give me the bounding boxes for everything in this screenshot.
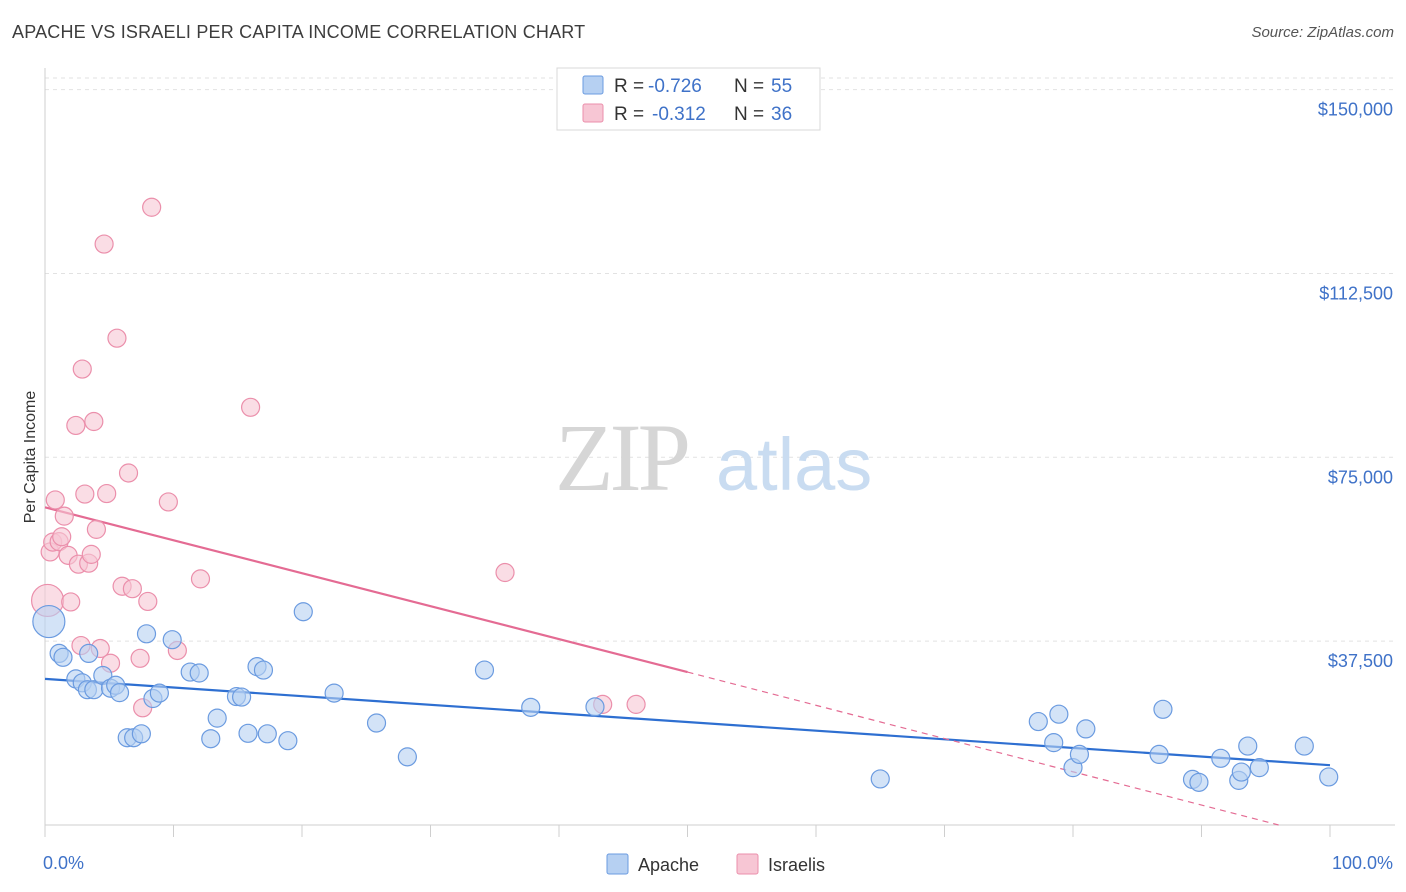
- point-apache: [1149, 744, 1169, 765]
- bottom-legend-israelis: Israelis: [768, 855, 825, 875]
- point-apache: [1049, 704, 1069, 724]
- grid-lines: [45, 77, 1395, 642]
- point-israelis: [86, 519, 107, 539]
- point-israelis: [190, 569, 211, 589]
- y-tick-label: $150,000: [1318, 100, 1393, 120]
- point-apache: [53, 647, 73, 667]
- point-apache: [189, 663, 209, 683]
- bottom-legend-apache: Apache: [638, 855, 699, 875]
- x-tick-label-end: 100.0%: [1332, 853, 1393, 873]
- point-apache: [324, 683, 344, 703]
- point-apache: [109, 683, 130, 703]
- watermark: ZIP atlas: [555, 404, 872, 511]
- point-apache: [79, 643, 99, 664]
- legend-box: R = -0.726 N = 55 R = -0.312 N = 36: [556, 67, 821, 131]
- bottom-legend-swatch-apache: [606, 853, 629, 875]
- data-points: [30, 197, 1339, 792]
- point-apache: [162, 630, 182, 650]
- legend-israelis-r-value: -0.312: [652, 104, 706, 125]
- point-apache: [585, 697, 605, 717]
- y-axis-title: Per Capita Income: [22, 391, 39, 524]
- point-apache: [1028, 711, 1048, 732]
- point-apache: [232, 687, 252, 707]
- point-israelis: [66, 415, 86, 436]
- point-apache: [257, 724, 277, 744]
- bottom-legend-swatch-israelis: [736, 853, 759, 875]
- point-apache: [149, 683, 169, 703]
- point-apache: [521, 697, 541, 717]
- y-tick-label: $37,500: [1328, 651, 1393, 671]
- point-apache: [253, 660, 274, 680]
- point-israelis: [81, 544, 101, 564]
- legend-apache-r-label: R =: [614, 76, 644, 97]
- point-apache: [1153, 699, 1173, 719]
- point-israelis: [241, 397, 261, 417]
- trend-line-apache: [44, 677, 1331, 767]
- point-apache: [1294, 736, 1314, 756]
- point-israelis: [107, 328, 127, 348]
- point-israelis: [158, 492, 178, 512]
- legend-swatch-apache: [582, 75, 604, 95]
- trend-lines: [44, 506, 1331, 826]
- point-israelis: [52, 527, 72, 547]
- trend-line-israelis: [44, 506, 688, 674]
- point-israelis: [84, 411, 104, 432]
- point-israelis: [495, 562, 515, 583]
- trend-line-israelis-extrapolated: [687, 671, 1279, 826]
- point-apache: [278, 731, 298, 751]
- y-tick-label: $75,000: [1328, 467, 1393, 487]
- point-apache: [366, 713, 387, 733]
- legend-apache-r-value: -0.726: [648, 76, 702, 97]
- point-apache: [1319, 767, 1339, 787]
- legend-israelis-r-label: R =: [614, 104, 644, 125]
- tick-labels: $37,500 $75,000 $112,500 $150,000 0.0% 100.0%: [43, 100, 1393, 873]
- point-apache: [293, 602, 313, 622]
- point-israelis: [61, 592, 81, 612]
- point-israelis: [75, 484, 95, 504]
- legend-swatch-israelis: [582, 103, 604, 123]
- point-israelis: [130, 648, 150, 668]
- point-apache: [870, 769, 890, 789]
- axes: [44, 68, 1395, 837]
- point-israelis: [94, 234, 114, 254]
- point-israelis: [54, 506, 74, 526]
- point-israelis: [45, 490, 65, 510]
- x-tick-label-start: 0.0%: [43, 853, 84, 873]
- point-apache: [201, 729, 221, 749]
- legend-israelis-n-value: 36: [771, 104, 792, 125]
- bottom-legend: Apache Israelis: [606, 853, 825, 875]
- point-apache: [1231, 762, 1251, 782]
- point-israelis: [122, 579, 142, 599]
- point-apache: [207, 708, 227, 728]
- legend-apache-n-value: 55: [771, 76, 792, 97]
- point-apache: [1044, 733, 1064, 753]
- point-apache: [1238, 736, 1258, 756]
- point-apache: [397, 747, 417, 767]
- point-apache: [1211, 748, 1231, 768]
- point-israelis: [138, 591, 158, 612]
- watermark-atlas: atlas: [716, 423, 872, 506]
- legend-apache-n-label: N =: [734, 76, 764, 97]
- legend-israelis-n-label: N =: [734, 104, 764, 125]
- point-apache: [136, 624, 157, 644]
- point-israelis: [97, 483, 117, 504]
- point-apache: [32, 604, 66, 639]
- watermark-zip: ZIP: [555, 404, 688, 511]
- chart-title: APACHE VS ISRAELI PER CAPITA INCOME CORR…: [12, 22, 586, 42]
- point-israelis: [118, 463, 139, 483]
- source-attribution: Source: ZipAtlas.com: [1251, 24, 1394, 41]
- point-apache: [238, 723, 258, 743]
- point-apache: [131, 724, 151, 744]
- point-israelis: [142, 197, 162, 217]
- y-tick-label: $112,500: [1319, 283, 1393, 303]
- point-israelis: [72, 359, 92, 379]
- point-apache: [474, 660, 495, 680]
- point-apache: [1076, 719, 1096, 739]
- point-apache: [1069, 744, 1090, 765]
- point-israelis: [626, 694, 646, 714]
- point-apache: [1189, 772, 1209, 792]
- point-apache: [1249, 758, 1269, 778]
